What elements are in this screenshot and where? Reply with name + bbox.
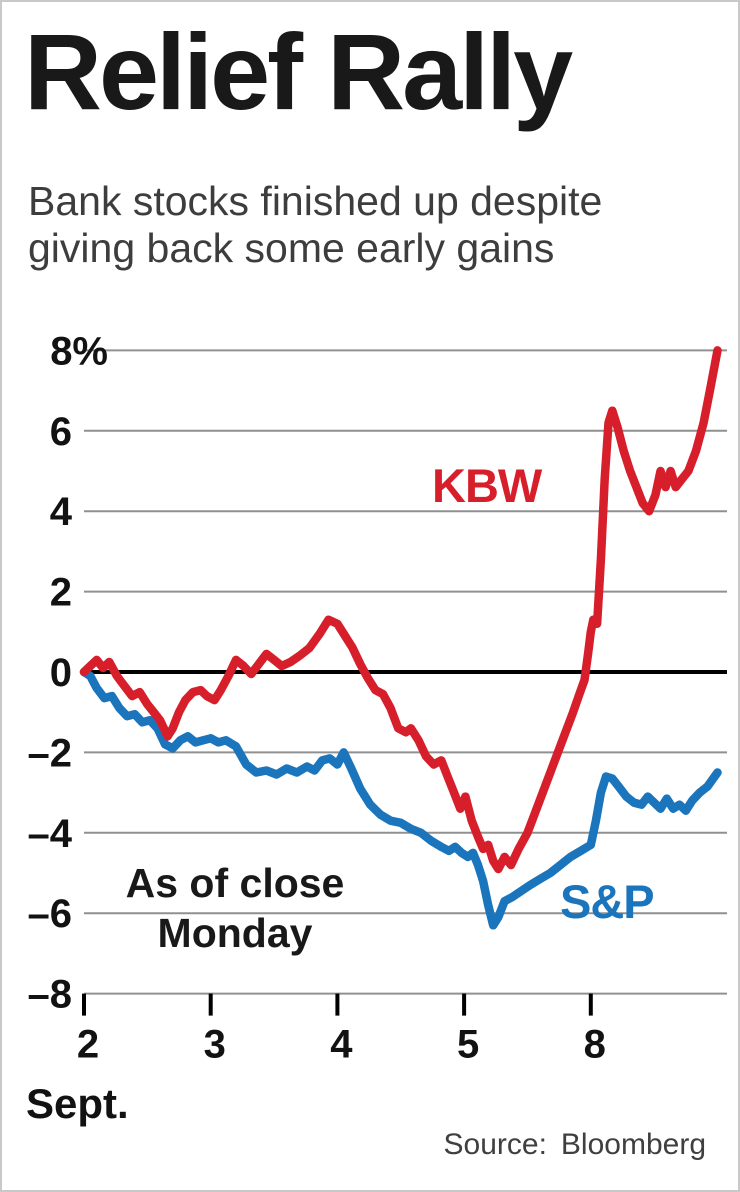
y-tick-label: 0 — [50, 651, 72, 695]
y-tick-label: 6 — [50, 410, 72, 454]
page-title: Relief Rally — [24, 11, 573, 132]
as-of-line-1: As of close — [125, 860, 345, 906]
y-tick-label: 8% — [50, 329, 108, 373]
subtitle-line-2: giving back some early gains — [28, 225, 555, 272]
series-line-kbw — [79, 346, 722, 874]
y-tick-label: –6 — [28, 892, 73, 936]
x-tick-label: 3 — [204, 1023, 226, 1067]
x-axis-title: Sept. — [26, 1080, 129, 1127]
y-tick-label: –8 — [28, 973, 73, 1017]
x-tick-label: 4 — [330, 1023, 353, 1067]
source-label: Source: — [443, 1128, 547, 1161]
x-tick-label: 2 — [77, 1023, 99, 1067]
x-tick-label: 8 — [584, 1023, 606, 1067]
subtitle-line-1: Bank stocks finished up despite — [28, 178, 603, 224]
series-line-sp — [79, 667, 722, 930]
y-tick-label: 4 — [50, 490, 73, 534]
kbw-series-label: KBW — [432, 459, 542, 512]
as-of-annotation: As of close Monday — [104, 858, 366, 958]
y-tick-label: –2 — [28, 731, 73, 775]
sp-series-label: S&P — [560, 875, 655, 928]
source-credit: Source: Bloomberg — [444, 1128, 706, 1162]
chart-subtitle: Bank stocks finished up despite giving b… — [28, 178, 602, 272]
y-tick-label: 2 — [50, 571, 72, 615]
source-value: Bloomberg — [560, 1128, 706, 1161]
as-of-line-2: Monday — [157, 910, 313, 957]
x-tick-label: 5 — [457, 1023, 479, 1067]
y-tick-label: –4 — [28, 812, 73, 856]
